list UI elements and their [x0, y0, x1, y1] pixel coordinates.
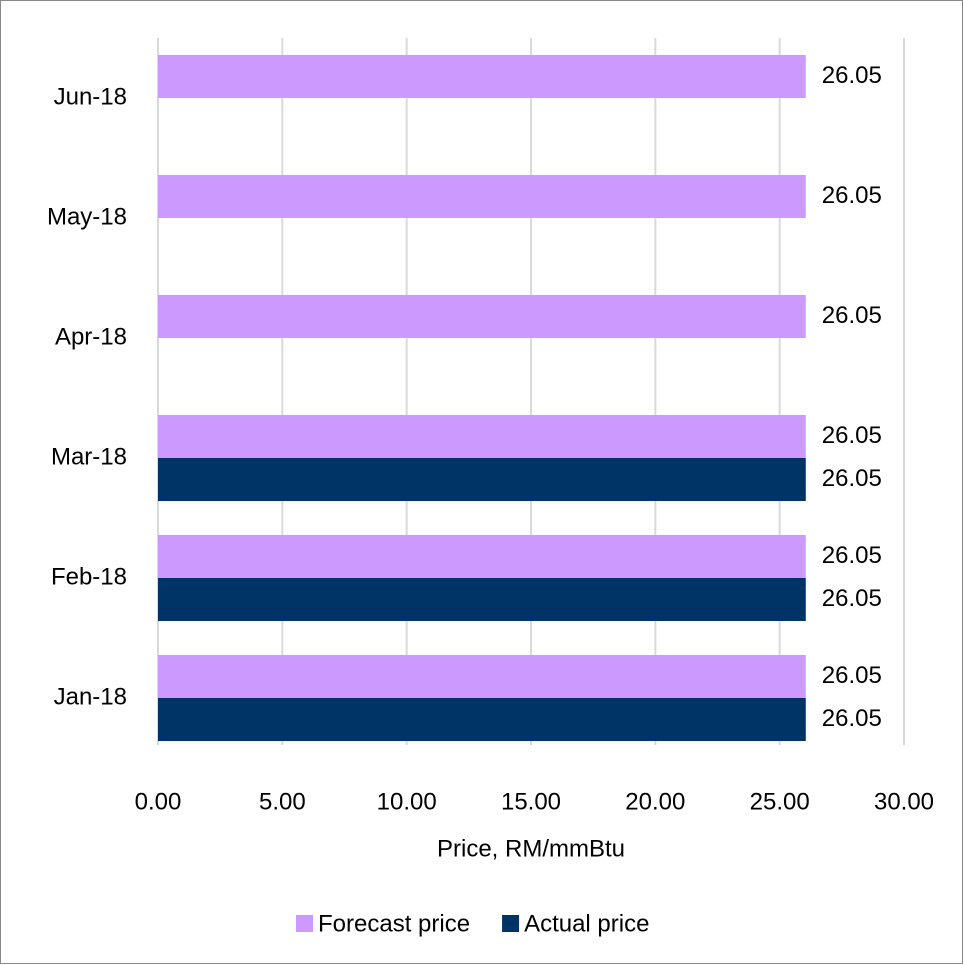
bar: [158, 578, 806, 621]
bar: [158, 655, 806, 698]
legend-label: Actual price: [524, 910, 649, 937]
x-tick-label: 10.00: [377, 788, 437, 815]
legend-swatch: [502, 915, 520, 932]
data-label: 26.05: [822, 465, 882, 492]
y-tick-label: Jun-18: [54, 83, 127, 110]
y-tick-label: Jan-18: [54, 683, 127, 710]
data-label: 26.05: [822, 302, 882, 329]
x-tick-label: 0.00: [135, 788, 182, 815]
bar: [158, 295, 806, 338]
data-label: 26.05: [822, 585, 882, 612]
y-tick-label: Feb-18: [51, 563, 127, 590]
x-tick-label: 25.00: [750, 788, 810, 815]
legend-swatch: [296, 915, 313, 932]
x-tick-label: 20.00: [625, 788, 685, 815]
x-tick-label: 5.00: [259, 788, 306, 815]
bar: [158, 415, 806, 458]
data-label: 26.05: [822, 422, 882, 449]
x-axis-title: Price, RM/mmBtu: [437, 835, 625, 862]
bar: [158, 55, 806, 98]
data-label: 26.05: [822, 662, 882, 689]
data-label: 26.05: [822, 62, 882, 89]
bar: [158, 698, 806, 741]
bar: [158, 458, 806, 501]
data-label: 26.05: [822, 542, 882, 569]
bar: [158, 175, 806, 218]
legend-label: Forecast price: [318, 910, 470, 937]
data-label: 26.05: [822, 705, 882, 732]
x-tick-label: 30.00: [874, 788, 934, 815]
y-tick-label: Apr-18: [55, 323, 127, 350]
bar: [158, 535, 806, 578]
data-label: 26.05: [822, 182, 882, 209]
x-tick-label: 15.00: [501, 788, 561, 815]
y-tick-label: May-18: [47, 203, 127, 230]
y-tick-label: Mar-18: [51, 443, 127, 470]
